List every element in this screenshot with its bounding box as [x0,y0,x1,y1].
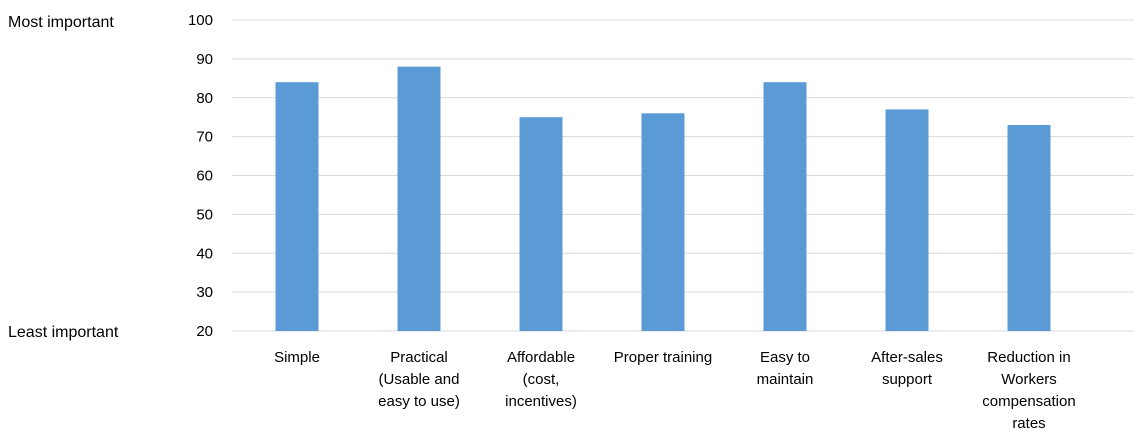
y-tick-label: 80 [196,90,213,107]
x-tick-label-line: Simple [274,349,320,366]
y-axis-ticks: 20 30 40 50 60 70 80 90 100 [188,12,213,340]
x-tick-label: Reduction in Workers compensation rates [982,349,1075,432]
x-tick-label-line: Easy to [760,349,810,366]
most-important-label: Most important [8,14,114,31]
x-tick-label-line: support [882,371,933,388]
y-tick-label: 100 [188,12,213,29]
x-tick-label-line: Proper training [614,349,712,366]
x-tick-label: After-sales support [871,349,943,388]
x-tick-label-line: Reduction in [987,349,1070,366]
x-tick-label-line: maintain [757,371,814,388]
bar [885,109,929,331]
bar [763,82,807,331]
y-tick-label: 50 [196,206,213,223]
x-tick-label: Practical (Usable and easy to use) [378,349,460,410]
bars [275,66,1051,332]
y-tick-label: 20 [196,323,213,340]
x-tick-label: Affordable (cost, incentives) [505,349,577,410]
bar [397,66,441,332]
x-tick-label: Easy to maintain [757,349,814,388]
y-tick-label: 60 [196,168,213,185]
x-tick-label-line: easy to use) [378,393,460,410]
x-tick-label: Simple [274,349,320,366]
least-important-label: Least important [8,324,119,341]
x-axis-ticks: Simple Practical (Usable and easy to use) Af… [274,349,1076,432]
x-tick-label-line: (Usable and [379,371,460,388]
x-tick-label-line: After-sales [871,349,943,366]
x-tick-label-line: incentives) [505,393,577,410]
bar [641,113,685,331]
y-tick-label: 70 [196,129,213,146]
x-tick-label: Proper training [614,349,712,366]
x-tick-label-line: Practical [390,349,448,366]
y-tick-label: 40 [196,245,213,262]
x-tick-label-line: compensation [982,393,1075,410]
x-tick-label-line: (cost, [523,371,560,388]
x-tick-label-line: rates [1012,415,1045,432]
bar [1007,124,1051,332]
x-tick-label-line: Affordable [507,349,575,366]
x-tick-label-line: Workers [1001,371,1057,388]
y-tick-label: 30 [196,284,213,301]
bar [275,82,319,331]
bar [519,117,563,331]
y-tick-label: 90 [196,51,213,68]
